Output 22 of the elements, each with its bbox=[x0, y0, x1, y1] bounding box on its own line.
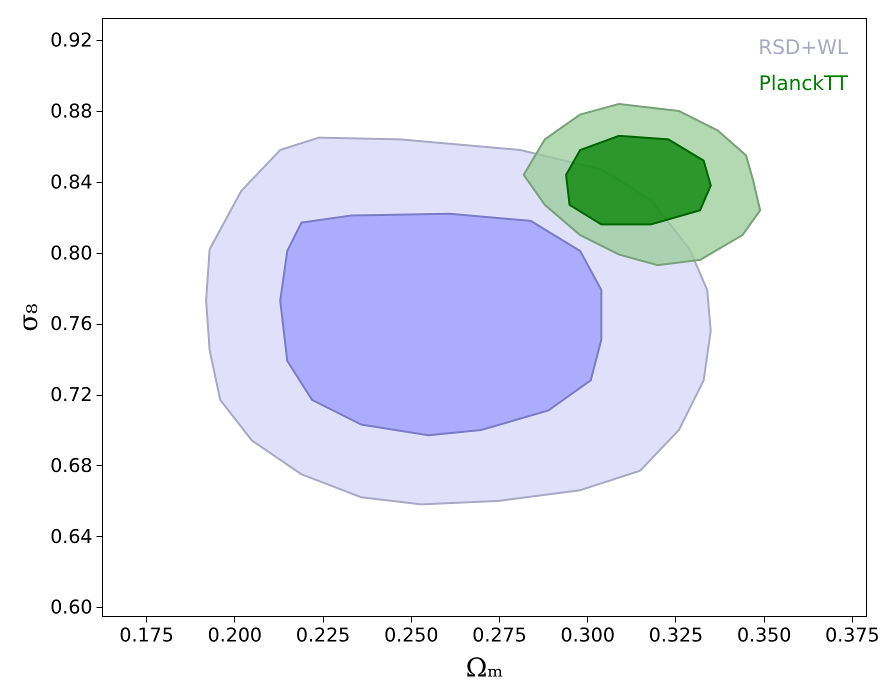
y-tick-label: 0.64 bbox=[50, 526, 92, 548]
x-tick-label: 0.275 bbox=[472, 624, 527, 646]
x-tick-label: 0.175 bbox=[119, 624, 174, 646]
x-tick-label: 0.200 bbox=[208, 624, 262, 646]
y-tick-label: 0.88 bbox=[50, 100, 92, 123]
y-tick-label: 0.80 bbox=[50, 242, 92, 264]
y-tick-label: 0.72 bbox=[50, 384, 92, 406]
y-tick-label: 0.60 bbox=[50, 596, 92, 619]
text: RSD+WL bbox=[758, 35, 849, 59]
x-axis-title: Ωₘ bbox=[466, 654, 504, 684]
x-tick-label: 0.350 bbox=[736, 624, 792, 646]
x-tick-label: 0.250 bbox=[384, 624, 438, 646]
y-tick-label: 0.76 bbox=[50, 313, 92, 336]
x-tick-label: 0.225 bbox=[296, 624, 350, 646]
y-tick-label: 0.92 bbox=[50, 30, 92, 52]
x-tick-label: 0.325 bbox=[648, 624, 704, 646]
x-tick-label: 0.300 bbox=[560, 624, 615, 646]
y-tick-label: 0.68 bbox=[50, 454, 92, 477]
x-tick-label: 0.375 bbox=[825, 624, 880, 646]
y-axis-title: σ₈ bbox=[14, 303, 44, 332]
text: PlanckTT bbox=[758, 71, 849, 95]
y-tick-label: 0.84 bbox=[50, 171, 92, 194]
